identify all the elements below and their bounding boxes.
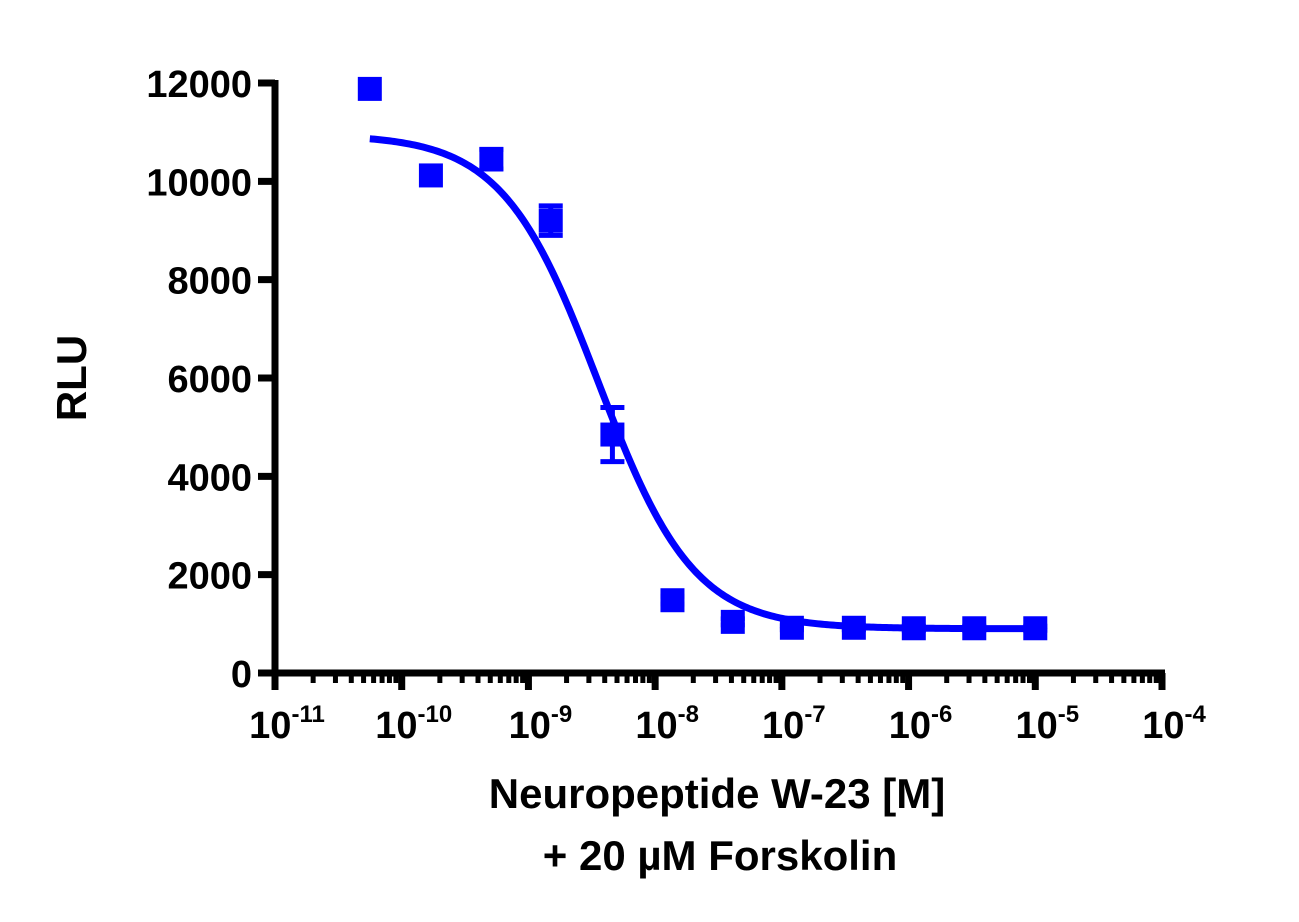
data-point-square (779, 615, 804, 640)
x-tick-label: 10-8 (635, 701, 699, 747)
data-point-square (660, 588, 685, 613)
data-point-square (418, 163, 443, 188)
y-tick-label: 10000 (146, 162, 252, 204)
data-point-square (479, 147, 504, 172)
data-point-square (1023, 616, 1048, 641)
y-tick-label: 4000 (167, 457, 252, 499)
data-point-square (600, 422, 625, 447)
x-tick-label: 10-11 (249, 701, 325, 747)
x-tick-label: 10-7 (762, 701, 826, 747)
y-tick-label: 8000 (167, 261, 252, 303)
x-tick-label: 10-9 (509, 701, 573, 747)
x-tick-label: 10-5 (1015, 701, 1079, 747)
y-tick-label: 12000 (146, 64, 252, 106)
x-axis-title: Neuropeptide W-23 [M] (489, 770, 945, 817)
x-tick-label: 10-6 (889, 701, 953, 747)
y-tick-label: 2000 (167, 556, 252, 598)
data-point-square (841, 615, 866, 640)
data-point-square (962, 616, 987, 641)
fit-line (369, 135, 1036, 633)
x-tick-label: 10-4 (1142, 701, 1206, 747)
y-tick-label: 0 (231, 654, 252, 696)
data-point-square (538, 208, 563, 233)
y-axis-ticks: 0 2000 4000 6000 8000 10000 12000 (146, 64, 275, 696)
x-axis-subtitle: + 20 µM Forskolin (543, 832, 897, 879)
x-tick-label: 10-10 (375, 701, 452, 747)
data-point-square (357, 76, 382, 101)
data-point-square (720, 609, 745, 634)
data-point-square (901, 616, 926, 641)
fit-curve (369, 135, 1036, 633)
data-points (357, 76, 1048, 641)
y-axis-title: RLU (48, 335, 95, 421)
y-tick-label: 6000 (167, 359, 252, 401)
x-axis-ticks: 10-11 10-10 10-9 10-8 10-7 10-6 10-5 10-4 (249, 673, 1206, 747)
